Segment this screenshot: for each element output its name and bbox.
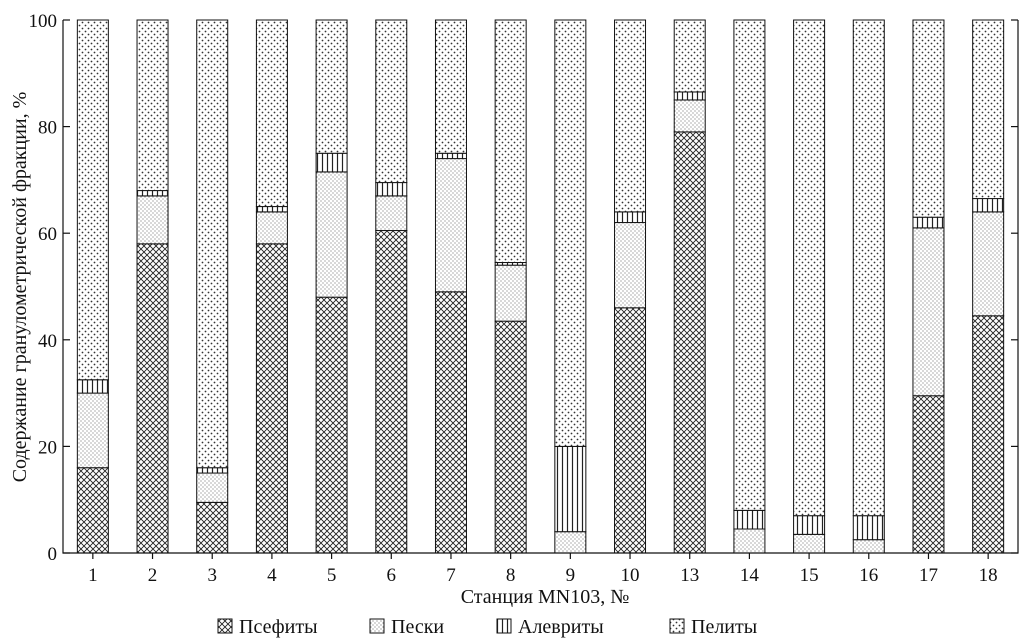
y-axis-title: Содержание гранулометрической фракции, % [9, 92, 31, 483]
y-tick-label: 80 [38, 118, 57, 139]
x-tick-label: 18 [979, 565, 998, 586]
bar-segment [554, 445, 587, 533]
bar-segment [972, 211, 1005, 317]
bar-segment [972, 198, 1005, 213]
bar-segment [912, 19, 945, 218]
bar-segment [76, 467, 109, 554]
x-tick-label: 7 [446, 565, 456, 586]
x-tick-label: 4 [267, 565, 277, 586]
bar-segment [673, 131, 706, 554]
bar-segment [733, 528, 766, 554]
x-tick-label: 16 [859, 565, 878, 586]
bar-segment [434, 19, 467, 154]
bar-segment [196, 467, 229, 474]
bar-segment [76, 379, 109, 394]
bar-segment [554, 19, 587, 447]
bar-segment [196, 19, 229, 469]
x-tick-label: 14 [740, 565, 760, 586]
bar-segment [375, 195, 408, 232]
legend-label: Пески [391, 616, 444, 638]
x-tick-label: 3 [207, 565, 217, 586]
bar-segment [494, 320, 527, 554]
bar-segment [315, 296, 348, 554]
bar-segment [733, 19, 766, 511]
bar-segment [76, 392, 109, 469]
bar-segment [76, 19, 109, 381]
bar-segment [852, 539, 885, 554]
bar-segment [912, 395, 945, 554]
x-tick-label: 10 [621, 565, 640, 586]
bar-segment [136, 190, 169, 197]
bar-segment [614, 19, 647, 213]
bar-segment [434, 158, 467, 293]
bar-segment [315, 152, 348, 173]
bar-segment [793, 19, 826, 517]
bar-segment [614, 211, 647, 224]
bar-segment [255, 243, 288, 554]
legend-swatch [369, 618, 385, 634]
bar-segment [793, 533, 826, 554]
bar-segment [434, 291, 467, 554]
bar-segment [673, 19, 706, 93]
legend-swatch [496, 618, 512, 634]
x-tick-label: 5 [327, 565, 337, 586]
bar-segment [375, 19, 408, 184]
x-tick-label: 13 [680, 565, 699, 586]
y-tick-label: 20 [38, 437, 57, 458]
y-tick-label: 60 [38, 224, 57, 245]
bar-segment [136, 195, 169, 245]
legend: Псефиты Пески Алевриты Пелиты [217, 616, 757, 638]
y-tick-label: 40 [38, 331, 57, 352]
bar-segment [912, 216, 945, 229]
bar-segment [614, 222, 647, 309]
bar-segment [196, 472, 229, 503]
x-tick-label: 6 [387, 565, 397, 586]
y-tick-label: 100 [29, 11, 58, 32]
bar-segment [255, 211, 288, 245]
bar-segment [793, 515, 826, 535]
bar-segment [852, 19, 885, 517]
x-axis-title: Станция MN103, № [461, 586, 630, 608]
y-tick-label: 0 [48, 544, 58, 565]
bar-segment [315, 19, 348, 154]
bar-segment [972, 315, 1005, 554]
bar-segment [434, 152, 467, 160]
bar-segment [972, 19, 1005, 200]
bar-segment [614, 307, 647, 554]
bar-segment [494, 19, 527, 264]
x-tick-label: 8 [506, 565, 516, 586]
x-tick-label: 15 [800, 565, 819, 586]
legend-swatch [217, 618, 233, 634]
bars-layer [76, 19, 1005, 554]
bar-segment [136, 243, 169, 554]
bar-segment [673, 99, 706, 133]
bar-segment [673, 91, 706, 101]
x-tick-label: 1 [88, 565, 98, 586]
legend-label: Псефиты [239, 616, 318, 638]
bar-segment [494, 264, 527, 322]
bar-segment [255, 19, 288, 208]
bar-segment [554, 531, 587, 554]
legend-label: Пелиты [691, 616, 757, 638]
bar-segment [733, 509, 766, 530]
bar-segment [375, 230, 408, 554]
bar-segment [255, 206, 288, 213]
x-tick-label: 9 [566, 565, 576, 586]
x-tick-label: 17 [919, 565, 938, 586]
legend-swatch [669, 618, 685, 634]
legend-label: Алевриты [518, 616, 604, 638]
bar-segment [912, 227, 945, 397]
axes-layer: 0 20 40 60 80 100 1 2 3 4 5 6 7 8 9 10 13 14 15 16 17 18 [29, 11, 1019, 586]
bar-segment [196, 501, 229, 554]
bar-segment [852, 515, 885, 541]
x-tick-label: 2 [148, 565, 158, 586]
bar-segment [375, 182, 408, 197]
plot-frame [62, 20, 1019, 554]
bar-segment [315, 171, 348, 298]
bar-segment [136, 19, 169, 192]
